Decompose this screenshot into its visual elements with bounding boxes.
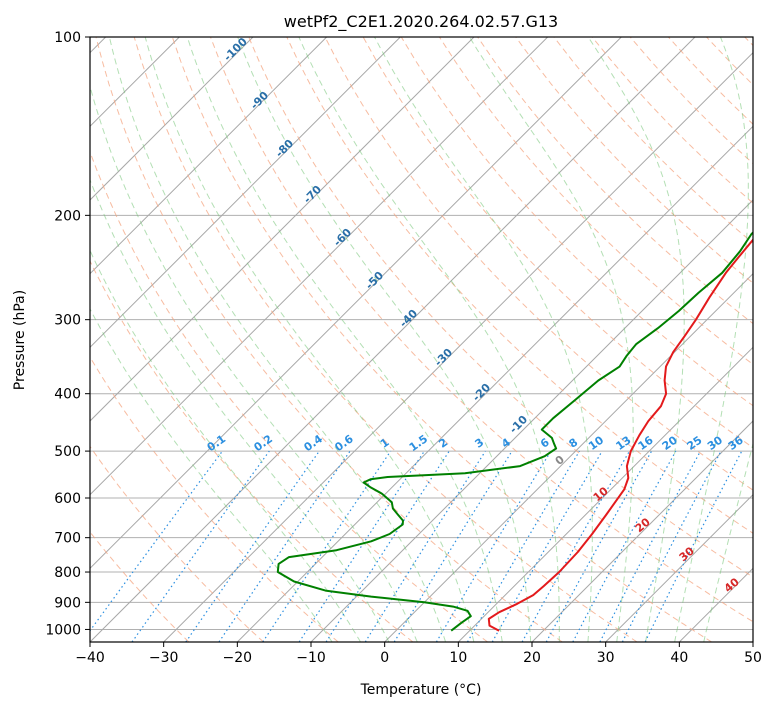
- dry-adiabat: [324, 37, 753, 491]
- y-axis: 100 200 300 400 500 600 700 800 900 1000: [45, 30, 90, 638]
- moist-adiabat: [703, 441, 753, 642]
- x-tick-label: −30: [149, 650, 179, 666]
- mixing-ratio-line: [393, 450, 513, 642]
- x-tick-label: 40: [670, 650, 688, 666]
- isotherm-gridline: [531, 420, 753, 642]
- y-tick-label: 1000: [45, 622, 81, 638]
- dry-adiabat: [210, 37, 753, 623]
- moist-adiabat: [587, 37, 685, 642]
- moist-adiabat: [374, 37, 593, 642]
- moist-adiabat: [90, 178, 390, 642]
- x-tick-label: 20: [523, 650, 541, 666]
- mixing-ratio-line: [466, 450, 580, 642]
- moist-adiabat: [90, 84, 418, 642]
- mixing-ratio-line: [185, 450, 320, 642]
- plot-frame: [89, 36, 754, 643]
- y-tick-label: 400: [54, 387, 81, 403]
- isotherm-gridline: [90, 37, 254, 201]
- isotherm-gridline: [90, 37, 328, 275]
- moist-adiabat: [237, 37, 532, 642]
- mixing-ratio-line: [599, 450, 702, 642]
- isotherm-gridline: [163, 51, 753, 642]
- profiles: [276, 231, 753, 632]
- dry-adiabat: [95, 37, 563, 642]
- isotherm-gridline: [90, 37, 549, 496]
- isotherm-gridline: [605, 493, 753, 642]
- dry-adiabat: [90, 445, 264, 642]
- dry-adiabat: [133, 37, 638, 642]
- isotherm-gridline: [90, 37, 401, 349]
- mixing-ratio-line: [262, 450, 392, 642]
- y-tick-label: 100: [54, 30, 81, 46]
- mixing-ratio-line: [298, 450, 425, 642]
- moist-adiabat: [186, 37, 503, 642]
- moist-adiabat: [90, 308, 333, 642]
- x-tick-label: 10: [449, 650, 467, 666]
- isotherm-gridline: [90, 37, 696, 642]
- plot-background: [90, 37, 753, 642]
- mixing-ratio-line: [435, 450, 552, 642]
- isotherm-gridline: [457, 346, 753, 642]
- y-tick-label: 900: [54, 595, 81, 611]
- y-tick-label: 600: [54, 491, 81, 507]
- x-tick-label: −40: [75, 650, 105, 666]
- dewpoint-profile-line: [276, 231, 753, 632]
- background-lines: [90, 37, 753, 642]
- y-tick-label: 700: [54, 531, 81, 547]
- dry-adiabat: [90, 259, 414, 642]
- y-axis-title: Pressure (hPa): [12, 290, 28, 390]
- moist-adiabat: [90, 249, 362, 642]
- isotherm-gridline: [90, 37, 622, 570]
- moist-adiabat: [298, 37, 560, 642]
- dry-adiabat: [248, 37, 753, 578]
- moist-adiabat: [674, 37, 749, 642]
- y-tick-label: 300: [54, 313, 81, 329]
- dry-adiabat: [515, 37, 753, 284]
- dry-adiabat: [286, 37, 753, 534]
- x-tick-label: 0: [380, 650, 389, 666]
- isotherm-gridline: [752, 641, 753, 642]
- x-tick-label: 50: [744, 650, 762, 666]
- mixing-ratio-line: [572, 450, 677, 642]
- y-tick-label: 800: [54, 565, 81, 581]
- x-tick-label: −10: [296, 650, 326, 666]
- temperature-profile-line: [487, 238, 753, 632]
- moist-adiabat: [144, 37, 475, 642]
- isotherm-gridline: [384, 272, 753, 642]
- x-axis-title: Temperature (°C): [360, 682, 482, 698]
- y-tick-label: 500: [54, 444, 81, 460]
- mixing-ratio-line: [364, 450, 486, 642]
- x-tick-label: −20: [223, 650, 253, 666]
- mixing-ratio-line: [325, 450, 450, 642]
- mixing-ratio-line: [218, 450, 351, 642]
- x-axis: −40 −30 −20 −10 0 10 20 30 40 50: [75, 642, 762, 666]
- x-tick-label: 30: [597, 650, 615, 666]
- y-tick-label: 200: [54, 208, 81, 224]
- isotherm-gridline: [236, 125, 753, 642]
- chart-title: wetPf2_C2E1.2020.264.02.57.G13: [284, 12, 558, 32]
- dry-adiabat: [171, 37, 712, 642]
